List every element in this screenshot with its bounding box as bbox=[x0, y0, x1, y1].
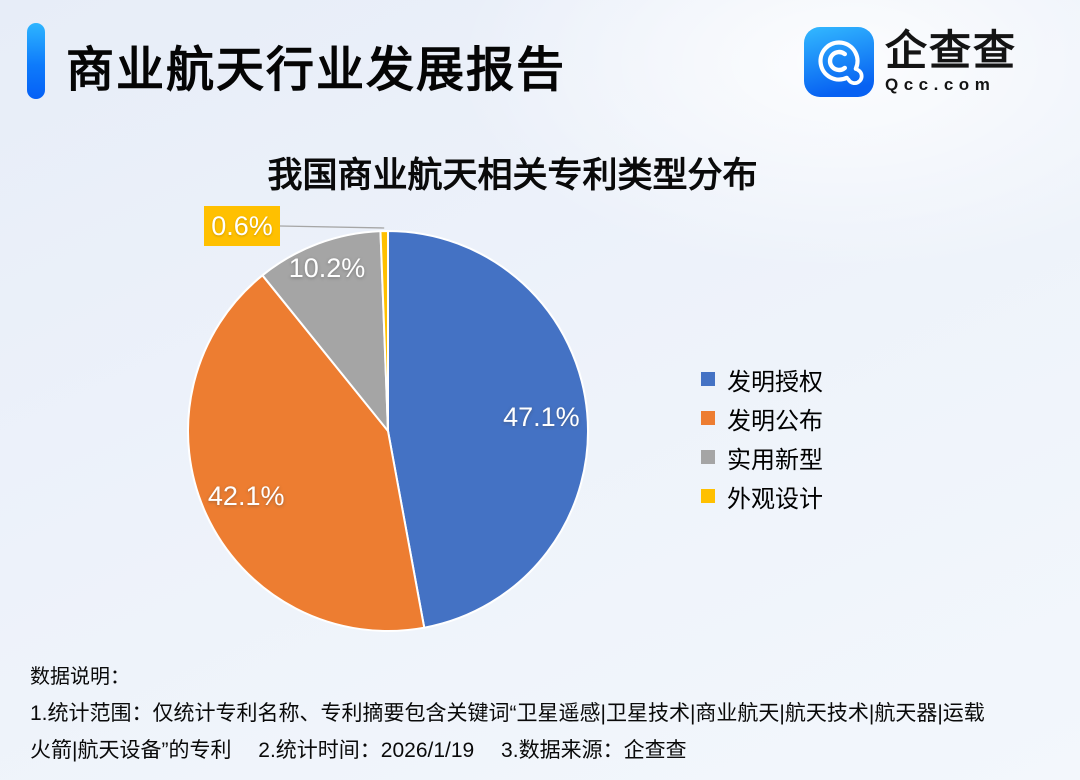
qcc-logo-domain: Qcc.com bbox=[885, 75, 996, 94]
report-title: 商业航天行业发展报告 bbox=[66, 44, 567, 97]
legend-label: 发明授权 bbox=[727, 368, 823, 396]
pie-slice-3 bbox=[379, 229, 389, 432]
pie-label-0: 47.1% bbox=[503, 402, 580, 432]
qcc-logo-name: 企查查 bbox=[885, 27, 1018, 74]
legend-swatch-icon bbox=[701, 411, 715, 425]
pie-slice-2 bbox=[261, 230, 389, 432]
callout-leader-line bbox=[279, 225, 385, 229]
pie-callout-design: 0.6% bbox=[204, 206, 280, 246]
legend: 发明授权发明公布实用新型外观设计 bbox=[701, 367, 823, 523]
footer-note-line-1: 1.统计范围：仅统计专利名称、专利摘要包含关键词“卫星遥感|卫星技术|商业航天|… bbox=[30, 702, 985, 725]
pie-slice-1 bbox=[187, 274, 426, 632]
qcc-logo-text: 企查查 Qcc.com bbox=[885, 29, 1017, 95]
pie-slice-0 bbox=[387, 230, 590, 629]
pie-label-1: 42.1% bbox=[208, 481, 285, 511]
legend-swatch-icon bbox=[701, 450, 715, 464]
legend-label: 外观设计 bbox=[727, 485, 823, 513]
legend-swatch-icon bbox=[701, 372, 715, 386]
legend-swatch-icon bbox=[701, 489, 715, 503]
qcc-logo-icon bbox=[804, 27, 874, 97]
legend-label: 实用新型 bbox=[727, 446, 823, 474]
footer-note-line-2: 火箭|航天设备”的专利 2.统计时间：2026/1/19 3.数据来源：企查查 bbox=[30, 739, 687, 762]
pie-label-2: 10.2% bbox=[289, 253, 366, 283]
chart-title: 我国商业航天相关专利类型分布 bbox=[267, 156, 758, 195]
legend-item-1: 发明公布 bbox=[701, 406, 823, 435]
legend-item-2: 实用新型 bbox=[701, 445, 823, 474]
legend-item-0: 发明授权 bbox=[701, 367, 823, 396]
legend-label: 发明公布 bbox=[727, 407, 823, 435]
footer-heading: 数据说明： bbox=[30, 666, 130, 688]
legend-item-3: 外观设计 bbox=[701, 484, 823, 513]
title-accent-bar bbox=[27, 23, 45, 99]
qcc-logo: 企查查 Qcc.com bbox=[804, 27, 1017, 97]
